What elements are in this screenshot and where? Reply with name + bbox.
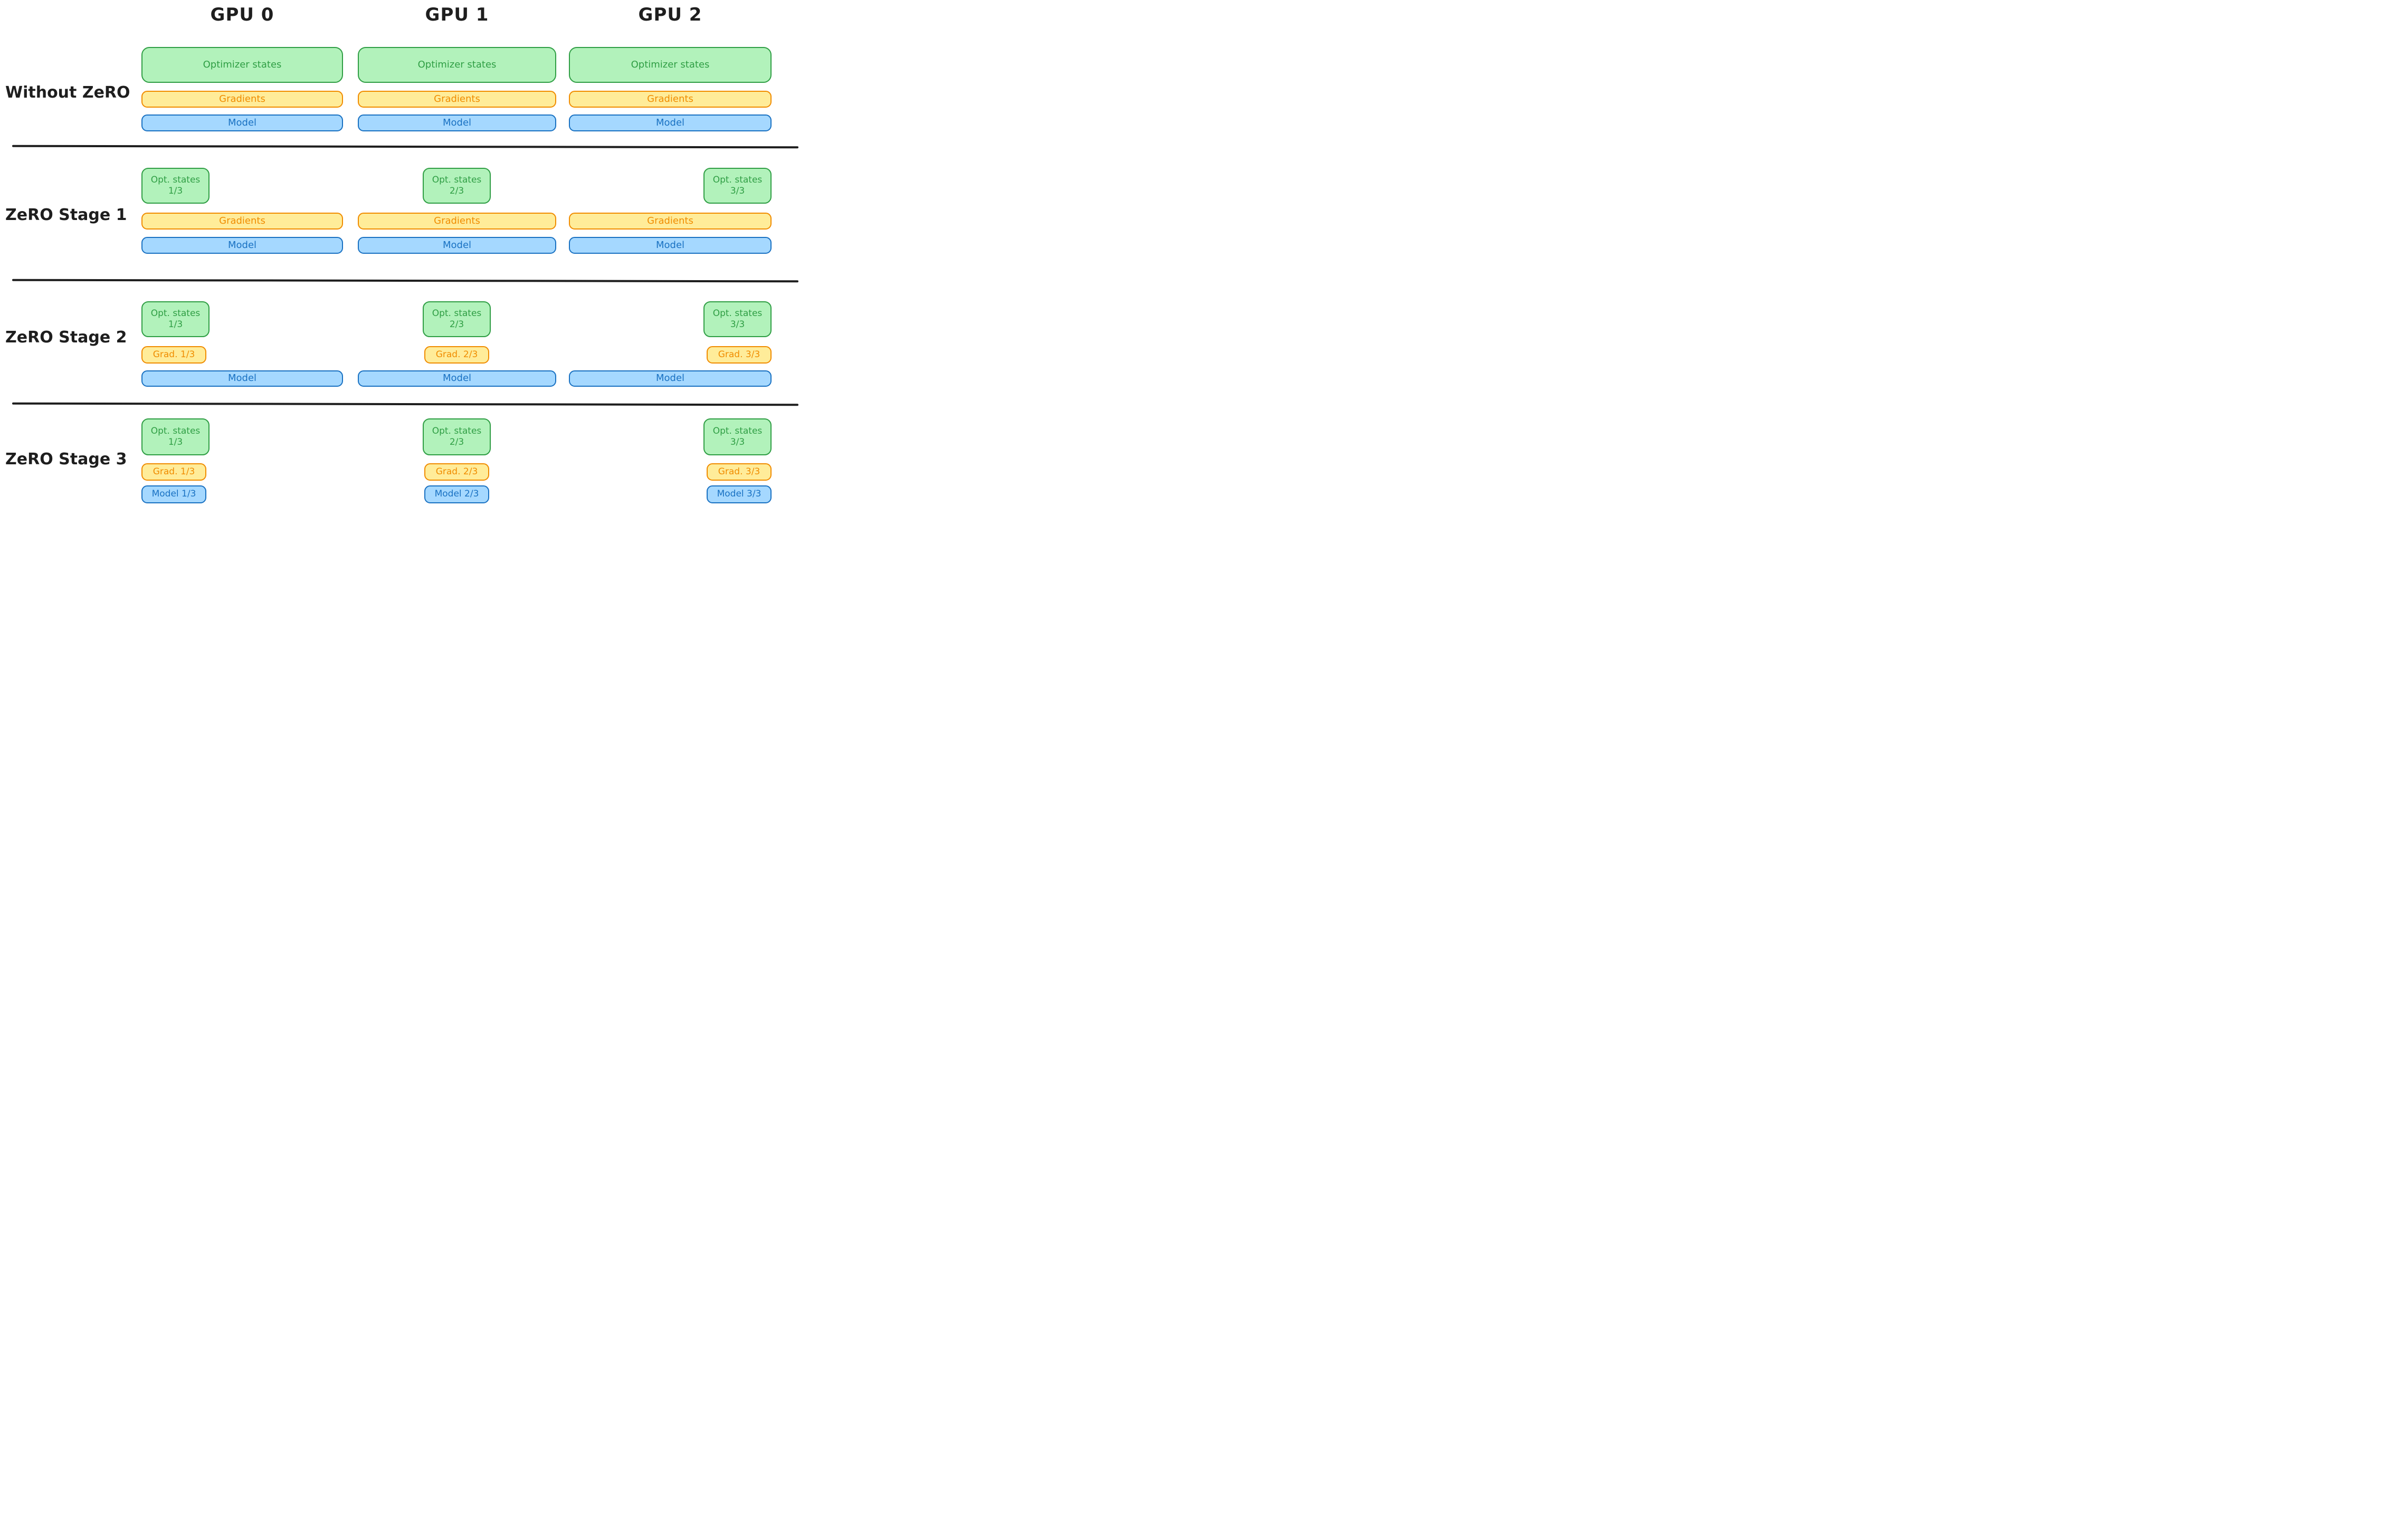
partition-fraction-label: 3/3	[730, 186, 745, 196]
gradients-label: Gradients	[434, 93, 480, 104]
gradients-label: Grad. 1/3	[153, 466, 195, 477]
model-box: Model	[569, 370, 772, 387]
gradients-partition-box: Grad. 1/3	[141, 463, 206, 481]
gradients-partition-box: Grad. 3/3	[707, 463, 772, 481]
optimizer-states-label: Opt. states	[712, 308, 763, 319]
gradients-label: Gradients	[647, 93, 693, 104]
model-partition-box: Model 1/3	[141, 485, 206, 503]
optimizer-states-partition-box: Opt. states 1/3	[141, 418, 210, 455]
model-box: Model	[141, 237, 343, 254]
optimizer-states-partition-box: Opt. states 2/3	[423, 301, 491, 337]
gradients-box: Gradients	[141, 213, 343, 230]
gradients-box: Gradients	[141, 91, 343, 108]
model-partition-box: Model 3/3	[707, 485, 772, 503]
model-label: Model 3/3	[717, 489, 762, 500]
partition-fraction-label: 1/3	[168, 437, 183, 447]
gradients-partition-box: Grad. 1/3	[141, 346, 206, 364]
gradients-label: Gradients	[647, 215, 693, 226]
zero-stages-diagram: GPU 0 GPU 1 GPU 2 Without ZeRO ZeRO Stag…	[0, 0, 803, 507]
gradients-box: Gradients	[569, 213, 772, 230]
optimizer-states-label: Optimizer states	[203, 59, 282, 70]
gradients-partition-box: Grad. 3/3	[707, 346, 772, 364]
optimizer-states-label: Opt. states	[432, 174, 482, 185]
gradients-label: Gradients	[219, 215, 265, 226]
optimizer-states-label: Opt. states	[150, 174, 201, 185]
partition-fraction-label: 2/3	[449, 186, 464, 196]
model-label: Model	[442, 372, 472, 384]
optimizer-states-partition-box: Opt. states 1/3	[141, 301, 210, 337]
gradients-partition-box: Grad. 2/3	[424, 463, 489, 481]
gradients-label: Gradients	[219, 93, 265, 104]
optimizer-states-box: Optimizer states	[569, 47, 772, 83]
optimizer-states-label: Opt. states	[432, 425, 482, 436]
partition-fraction-label: 1/3	[168, 319, 183, 330]
optimizer-states-label: Opt. states	[432, 308, 482, 319]
model-box: Model	[358, 237, 556, 254]
partition-fraction-label: 3/3	[730, 437, 745, 447]
optimizer-states-partition-box: Opt. states 3/3	[703, 168, 772, 204]
gpu-1-header: GPU 1	[425, 4, 489, 25]
optimizer-states-box: Optimizer states	[141, 47, 343, 83]
partition-fraction-label: 1/3	[168, 186, 183, 196]
gpu-0-header: GPU 0	[210, 4, 274, 25]
model-box: Model	[141, 370, 343, 387]
model-label: Model	[655, 239, 685, 251]
optimizer-states-partition-box: Opt. states 3/3	[703, 301, 772, 337]
model-box: Model	[358, 370, 556, 387]
optimizer-states-label: Optimizer states	[631, 59, 710, 70]
partition-fraction-label: 2/3	[449, 437, 464, 447]
row-label-without-zero: Without ZeRO	[5, 83, 130, 102]
row-divider	[12, 145, 799, 148]
optimizer-states-partition-box: Opt. states 2/3	[423, 168, 491, 204]
gradients-label: Grad. 3/3	[718, 466, 760, 477]
model-label: Model	[227, 372, 257, 384]
gradients-partition-box: Grad. 2/3	[424, 346, 489, 364]
model-label: Model	[442, 239, 472, 251]
optimizer-states-label: Opt. states	[712, 174, 763, 185]
gpu-2-header: GPU 2	[638, 4, 702, 25]
model-label: Model	[655, 372, 685, 384]
model-box: Model	[569, 114, 772, 131]
model-label: Model 2/3	[434, 489, 479, 500]
gradients-label: Grad. 2/3	[435, 349, 478, 360]
gradients-label: Gradients	[434, 215, 480, 226]
gradients-box: Gradients	[358, 91, 556, 108]
partition-fraction-label: 3/3	[730, 319, 745, 330]
model-partition-box: Model 2/3	[424, 485, 489, 503]
row-label-zero-stage-2: ZeRO Stage 2	[5, 328, 127, 347]
gradients-label: Grad. 3/3	[718, 349, 760, 360]
model-box: Model	[141, 114, 343, 131]
model-label: Model	[227, 239, 257, 251]
model-label: Model 1/3	[151, 489, 196, 500]
optimizer-states-partition-box: Opt. states 3/3	[703, 418, 772, 455]
row-divider	[12, 279, 799, 282]
row-divider	[12, 402, 799, 406]
model-label: Model	[227, 117, 257, 128]
model-box: Model	[358, 114, 556, 131]
row-label-zero-stage-3: ZeRO Stage 3	[5, 450, 127, 469]
model-box: Model	[569, 237, 772, 254]
optimizer-states-label: Opt. states	[150, 425, 201, 436]
optimizer-states-box: Optimizer states	[358, 47, 556, 83]
model-label: Model	[655, 117, 685, 128]
optimizer-states-label: Opt. states	[150, 308, 201, 319]
gradients-box: Gradients	[358, 213, 556, 230]
row-label-zero-stage-1: ZeRO Stage 1	[5, 206, 127, 224]
gradients-label: Grad. 1/3	[153, 349, 195, 360]
optimizer-states-label: Opt. states	[712, 425, 763, 436]
gradients-box: Gradients	[569, 91, 772, 108]
model-label: Model	[442, 117, 472, 128]
optimizer-states-label: Optimizer states	[417, 59, 497, 70]
gradients-label: Grad. 2/3	[435, 466, 478, 477]
optimizer-states-partition-box: Opt. states 1/3	[141, 168, 210, 204]
optimizer-states-partition-box: Opt. states 2/3	[423, 418, 491, 455]
partition-fraction-label: 2/3	[449, 319, 464, 330]
